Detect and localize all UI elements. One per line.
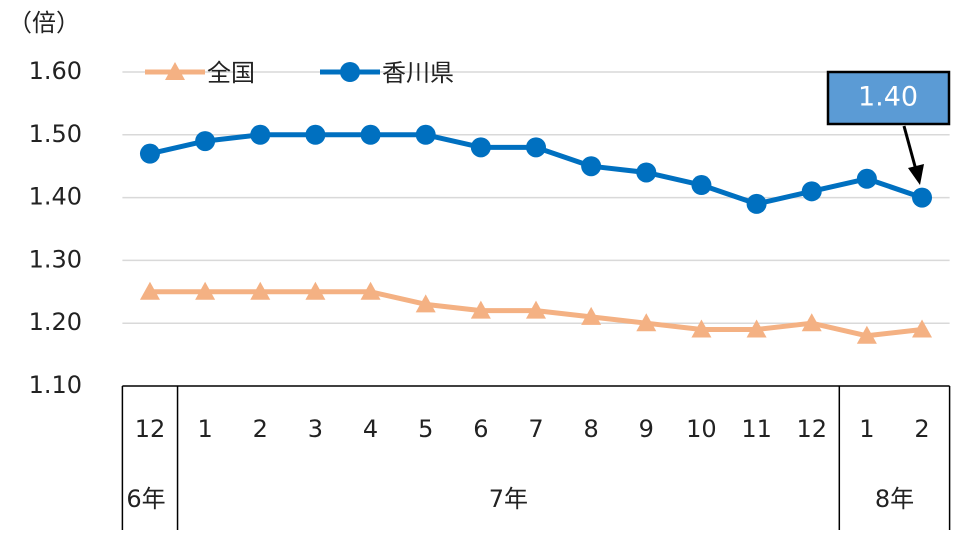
point bbox=[746, 193, 767, 214]
point bbox=[636, 162, 657, 183]
x-tick-label: 6 bbox=[473, 415, 488, 443]
point bbox=[415, 294, 436, 313]
point bbox=[165, 62, 185, 80]
point bbox=[195, 281, 216, 300]
annotation-box bbox=[826, 70, 951, 126]
point bbox=[912, 187, 933, 208]
point bbox=[856, 325, 877, 344]
point bbox=[691, 319, 712, 338]
year-label: 6年 bbox=[126, 485, 165, 513]
x-tick-label: 12 bbox=[135, 415, 166, 443]
point bbox=[305, 281, 326, 300]
year-label: 8年 bbox=[875, 485, 914, 513]
point bbox=[526, 300, 546, 319]
x-tick-label: 9 bbox=[639, 415, 654, 443]
x-tick-label: 8 bbox=[584, 415, 599, 443]
legend-label: 香川県 bbox=[382, 59, 454, 87]
point bbox=[801, 181, 822, 202]
point bbox=[340, 62, 360, 82]
x-tick-label: 4 bbox=[363, 415, 378, 443]
point bbox=[636, 313, 657, 332]
annotation-arrow bbox=[902, 125, 918, 171]
point bbox=[801, 313, 822, 332]
legend-label: 全国 bbox=[207, 59, 255, 87]
x-tick-label: 2 bbox=[253, 415, 268, 443]
point bbox=[360, 281, 381, 300]
point bbox=[581, 306, 602, 325]
y-axis-label: （倍） bbox=[8, 9, 80, 37]
annotation-text: 1.40 bbox=[858, 82, 918, 113]
y-tick-label: 1.30 bbox=[29, 245, 82, 273]
x-tick-label: 1 bbox=[197, 415, 212, 443]
annotation-arrowhead bbox=[908, 164, 924, 185]
point bbox=[856, 168, 877, 189]
point bbox=[691, 175, 712, 196]
point bbox=[526, 137, 546, 158]
point bbox=[195, 131, 216, 152]
x-tick-label: 2 bbox=[914, 415, 929, 443]
point bbox=[912, 319, 933, 338]
point bbox=[360, 124, 381, 145]
point bbox=[415, 124, 436, 145]
y-tick-label: 1.50 bbox=[29, 120, 82, 148]
x-tick-label: 7 bbox=[528, 415, 543, 443]
x-tick-label: 5 bbox=[418, 415, 433, 443]
y-tick-label: 1.60 bbox=[29, 57, 82, 85]
x-tick-label: 3 bbox=[308, 415, 323, 443]
point bbox=[470, 300, 491, 319]
y-tick-label: 1.40 bbox=[29, 183, 82, 211]
x-tick-label: 1 bbox=[859, 415, 874, 443]
point bbox=[250, 281, 271, 300]
y-tick-label: 1.10 bbox=[29, 371, 82, 399]
point bbox=[581, 156, 602, 177]
x-tick-label: 10 bbox=[686, 415, 717, 443]
y-tick-label: 1.20 bbox=[29, 308, 82, 336]
point bbox=[139, 143, 160, 164]
point bbox=[305, 124, 326, 145]
year-label: 7年 bbox=[489, 485, 528, 513]
x-tick-label: 11 bbox=[741, 415, 772, 443]
point bbox=[139, 281, 160, 300]
point bbox=[470, 137, 491, 158]
point bbox=[746, 319, 767, 338]
point bbox=[250, 124, 271, 145]
x-tick-label: 12 bbox=[796, 415, 827, 443]
